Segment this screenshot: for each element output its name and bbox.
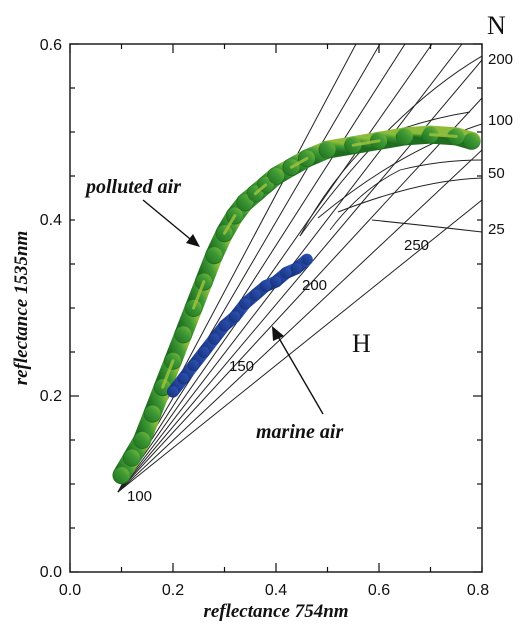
h-label: 200 — [302, 277, 327, 294]
data-point — [270, 276, 282, 287]
data-point — [134, 431, 151, 449]
cloud-highlight — [192, 280, 206, 310]
thickness-grid-line — [117, 149, 482, 493]
n-label: 25 — [488, 221, 505, 238]
thickness-grid-line — [117, 44, 406, 493]
n-label: 200 — [488, 51, 513, 68]
cloud-highlight — [429, 133, 458, 138]
h-label: 100 — [127, 488, 152, 505]
x-tick-label: 0.2 — [162, 582, 184, 599]
data-point — [219, 320, 230, 331]
y-tick-label: 0.2 — [40, 388, 62, 405]
data-point — [280, 267, 292, 279]
data-point — [301, 254, 313, 265]
marine-air-arrow — [275, 332, 324, 415]
thickness-grid-line — [117, 44, 381, 493]
data-point — [198, 346, 210, 358]
polluted-air-cloud — [112, 125, 481, 485]
data-point — [229, 311, 241, 323]
data-point — [113, 467, 130, 484]
data-point — [123, 449, 140, 466]
data-point — [463, 132, 480, 149]
n-axis-letter: N — [487, 11, 506, 40]
data-point — [206, 247, 223, 264]
data-point — [396, 128, 413, 145]
h-axis-letter: H — [352, 329, 371, 358]
marine-air-cloud — [167, 253, 313, 398]
data-point — [291, 263, 302, 274]
data-point — [177, 373, 189, 384]
data-point — [319, 141, 336, 158]
cloud-highlight — [351, 139, 381, 147]
thickness-grid-line — [117, 199, 482, 493]
data-point — [144, 405, 161, 422]
axis-ticks — [69, 43, 483, 573]
data-point — [167, 386, 179, 397]
data-point — [175, 326, 192, 343]
data-point — [188, 359, 200, 371]
cloud-highlight — [223, 214, 237, 235]
polluted-air-arrow — [142, 199, 196, 244]
y-tick-label: 0.6 — [40, 37, 62, 54]
data-point — [260, 280, 272, 292]
x-tick-label: 0.0 — [59, 582, 81, 599]
h-label: 150 — [229, 358, 254, 375]
droplet-number-grid-line — [337, 177, 482, 213]
x-tick-label: 0.4 — [265, 582, 287, 599]
polluted-air-label: polluted air — [84, 176, 181, 198]
data-point — [267, 167, 285, 185]
droplet-number-grid-line — [371, 219, 482, 233]
cloud-highlight — [289, 156, 309, 169]
thickness-grid-line — [117, 97, 482, 493]
marine-air-label: marine air — [256, 421, 343, 443]
cloud-highlight — [253, 183, 268, 196]
thickness-grid-curve — [329, 159, 482, 231]
x-tick-labels: 0.0 0.2 0.4 0.6 0.8 — [59, 582, 489, 599]
x-tick-label: 0.6 — [368, 582, 390, 599]
y-tick-labels: 0.0 0.2 0.4 0.6 — [40, 37, 62, 581]
data-point — [239, 298, 251, 309]
h-label: 250 — [404, 237, 429, 254]
y-tick-label: 0.0 — [40, 564, 62, 581]
n-label: 50 — [488, 165, 505, 182]
x-axis-title: reflectance 754nm — [203, 601, 348, 622]
cloud-highlight — [161, 359, 175, 389]
y-axis-title: reflectance 1535nm — [11, 231, 32, 386]
thickness-grid-line — [117, 44, 433, 493]
droplet-number-grid-line — [299, 55, 482, 237]
n-label: 100 — [488, 112, 513, 129]
marine-air-arrowhead — [272, 326, 284, 341]
y-tick-label: 0.4 — [40, 212, 62, 229]
data-point — [250, 289, 261, 301]
x-tick-label: 0.8 — [467, 582, 489, 599]
data-point — [208, 333, 220, 345]
polluted-air-arrowhead — [186, 234, 200, 247]
